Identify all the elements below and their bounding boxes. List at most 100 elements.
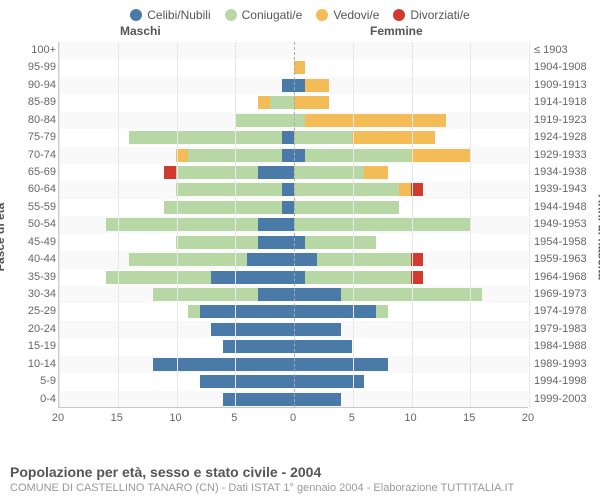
year-label: 1909-1913 (534, 77, 592, 94)
bar-female (294, 271, 423, 284)
gridline (59, 42, 60, 407)
segment (294, 358, 388, 371)
year-label: 1949-1953 (534, 216, 592, 233)
header-male: Maschi (120, 24, 161, 38)
gridline (412, 42, 413, 407)
segment (188, 305, 200, 318)
bar-female (294, 288, 482, 301)
segment (164, 201, 282, 214)
segment (294, 96, 329, 109)
y-axis-right-label: Anni di nascita (595, 194, 600, 279)
segment (411, 183, 423, 196)
bar-male (164, 166, 293, 179)
bar-female (294, 183, 423, 196)
bar-male (200, 375, 294, 388)
x-axis: 201510505101520 (58, 412, 528, 426)
bar-female (294, 166, 388, 179)
segment (223, 393, 294, 406)
segment (294, 149, 306, 162)
bar-male (211, 323, 293, 336)
year-label: 1994-1998 (534, 373, 592, 390)
segment (294, 131, 353, 144)
bar-male (223, 340, 294, 353)
segment (258, 166, 293, 179)
plot-area (58, 42, 528, 408)
age-label: 20-24 (16, 321, 56, 338)
year-label: 1929-1933 (534, 147, 592, 164)
segment (399, 183, 411, 196)
bar-female (294, 149, 470, 162)
segment (294, 183, 400, 196)
bar-female (294, 358, 388, 371)
year-label: 1964-1968 (534, 269, 592, 286)
footer: Popolazione per età, sesso e stato civil… (10, 464, 590, 494)
segment (282, 149, 294, 162)
segment (305, 236, 376, 249)
year-label: ≤ 1903 (534, 42, 592, 59)
age-label: 80-84 (16, 112, 56, 129)
year-label: 1939-1943 (534, 181, 592, 198)
gridline (353, 42, 354, 407)
x-tick-label: 20 (522, 412, 534, 424)
column-headers: Maschi Femmine (0, 24, 600, 42)
x-tick-label: 5 (349, 412, 355, 424)
x-tick-label: 10 (404, 412, 416, 424)
segment (282, 201, 294, 214)
age-label: 55-59 (16, 199, 56, 216)
bar-female (294, 201, 400, 214)
age-label: 0-4 (16, 391, 56, 408)
age-label: 95-99 (16, 59, 56, 76)
x-tick-label: 0 (290, 412, 296, 424)
segment (411, 271, 423, 284)
bar-female (294, 79, 329, 92)
zero-line (294, 42, 295, 407)
segment (211, 323, 293, 336)
bar-female (294, 253, 423, 266)
age-label: 70-74 (16, 147, 56, 164)
year-label: 1944-1948 (534, 199, 592, 216)
segment (258, 218, 293, 231)
bar-male (188, 305, 294, 318)
bar-male (153, 288, 294, 301)
age-label: 40-44 (16, 251, 56, 268)
segment (411, 149, 470, 162)
chart-source: COMUNE DI CASTELLINO TANARO (CN) - Dati … (10, 482, 590, 494)
bar-female (294, 218, 470, 231)
year-label: 1984-1988 (534, 338, 592, 355)
segment (411, 253, 423, 266)
segment (364, 166, 388, 179)
legend-item: Vedovi/e (316, 8, 379, 22)
segment (305, 271, 411, 284)
age-label: 90-94 (16, 77, 56, 94)
year-label: 1904-1908 (534, 59, 592, 76)
segment (129, 131, 282, 144)
legend-item: Divorziati/e (393, 8, 469, 22)
bar-male (153, 358, 294, 371)
legend: Celibi/NubiliConiugati/eVedovi/eDivorzia… (0, 0, 600, 24)
bar-male (235, 114, 294, 127)
segment (223, 340, 294, 353)
age-label: 30-34 (16, 286, 56, 303)
bar-male (129, 253, 294, 266)
year-label: 1914-1918 (534, 94, 592, 111)
segment (294, 114, 306, 127)
segment (282, 183, 294, 196)
segment (294, 340, 353, 353)
segment (317, 253, 411, 266)
bar-female (294, 323, 341, 336)
age-label: 35-39 (16, 269, 56, 286)
bar-female (294, 61, 306, 74)
age-label: 10-14 (16, 356, 56, 373)
age-label: 75-79 (16, 129, 56, 146)
age-label: 45-49 (16, 234, 56, 251)
year-label: 1934-1938 (534, 164, 592, 181)
bar-female (294, 96, 329, 109)
segment (211, 271, 293, 284)
year-label: 1979-1983 (534, 321, 592, 338)
bar-male (129, 131, 294, 144)
segment (294, 79, 306, 92)
x-tick-label: 15 (111, 412, 123, 424)
segment (176, 183, 282, 196)
legend-swatch-icon (393, 9, 405, 21)
year-label: 1974-1978 (534, 303, 592, 320)
